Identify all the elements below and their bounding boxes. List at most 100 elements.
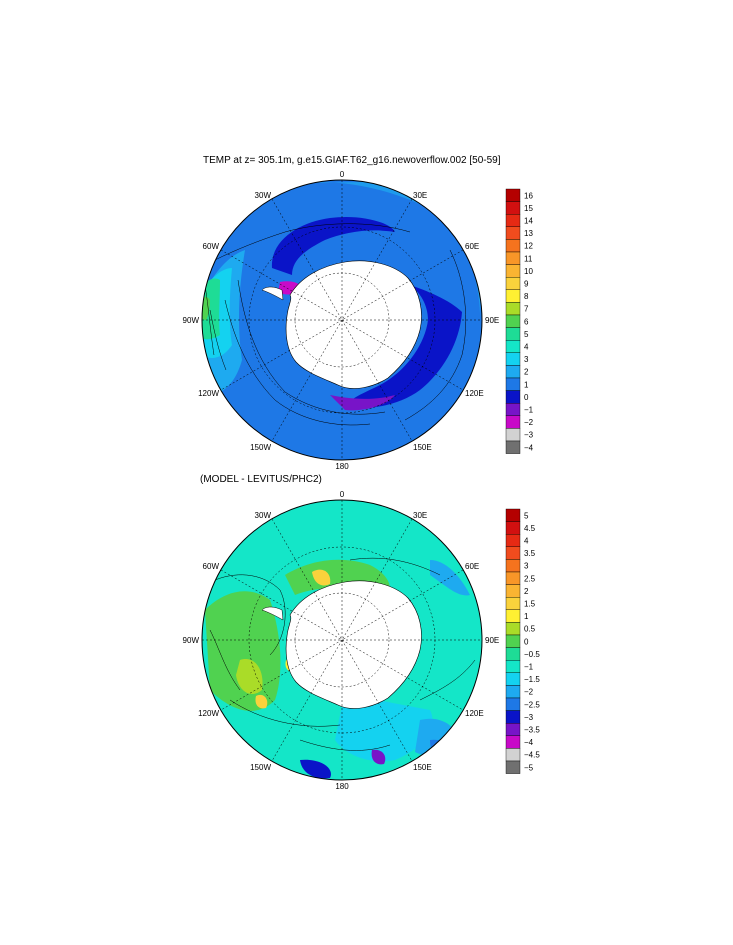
map2-colorbar-label: −3 (524, 713, 534, 722)
map2-colorbar-label: 2.5 (524, 574, 536, 583)
map1-colorbar-label: −1 (524, 406, 534, 415)
map2-patch-cold-2 (371, 749, 386, 765)
map1-band-east (349, 285, 462, 409)
map2-patch-cool-3 (430, 739, 453, 760)
map1-colorbar-label: −2 (524, 418, 534, 427)
map1-colorbar-swatch (505, 264, 521, 278)
map1-colorbar-swatch (505, 327, 521, 341)
map1-colorbar-label: 4 (524, 343, 529, 352)
map2-colorbar-label: 4.5 (524, 524, 536, 533)
map2-colorbar-swatch (505, 723, 521, 737)
map2-patch-warm-3 (255, 694, 268, 709)
map2-colorbar-swatch (505, 748, 521, 762)
map2-colorbar-swatch (505, 685, 521, 699)
map1-peninsula (261, 286, 284, 301)
map1-colorbar-swatch (505, 226, 521, 240)
map2-colorbar-label: 2 (524, 587, 529, 596)
map1-colorbar-label: −4 (524, 443, 534, 452)
map1-lon-120e: 120E (465, 389, 484, 398)
map2-graticule (202, 500, 482, 780)
map2-antarctica (285, 580, 422, 709)
map2-patch-warm-1 (236, 659, 263, 695)
map2-patch-cool-4 (430, 560, 470, 596)
map1-colorbar-label: 11 (524, 254, 533, 263)
map1-band-ross (330, 395, 395, 411)
map2-colorbar-swatch (505, 622, 521, 636)
map1-antarctica (285, 260, 422, 389)
map1-colorbar-swatch (505, 428, 521, 442)
map2-patch-cold-1 (300, 759, 331, 779)
map2-colorbar-swatch (505, 672, 521, 686)
map1-lon-180: 180 (335, 462, 349, 471)
map2-colorbar-swatch (505, 634, 521, 648)
map2-colorbar-label: 1.5 (524, 600, 536, 609)
map1-lon-90e: 90E (485, 316, 499, 325)
map1-colorbar-swatch (505, 251, 521, 265)
map1-frame (201, 179, 483, 461)
map2-colorbar-label: 3 (524, 562, 529, 571)
map2-colorbar-label: 0.5 (524, 625, 536, 634)
map2-colorbar-label: −4 (524, 738, 534, 747)
map2-patch-warm-2 (312, 569, 331, 586)
map1-lon-30w: 30W (255, 191, 272, 200)
map1-colorbar-label: 3 (524, 355, 529, 364)
map1-lon-30e: 30E (413, 191, 427, 200)
map1-colorbar-label: 12 (524, 242, 533, 251)
map2-lon-60e: 60E (465, 562, 479, 571)
map2-colorbar-label: 1 (524, 612, 529, 621)
map2-title: (MODEL - LEVITUS/PHC2) (200, 474, 322, 485)
map2-colorbar-swatch (505, 584, 521, 598)
map2-lon-0: 0 (340, 490, 345, 499)
map2-colorbar: 5 4.5 4 3.5 3 2.5 2 1.5 1 0.5 0 −0.5 −1 −1.5 −2 −2.5 −3 −… (505, 508, 540, 774)
map1-colorbar-swatch (505, 302, 521, 316)
map1-colorbar-label: 7 (524, 305, 529, 314)
map2-colorbar-label: −4.5 (524, 751, 540, 760)
map1-colorbar-swatch (505, 403, 521, 417)
map1-colorbar-label: 9 (524, 280, 529, 289)
map1-lon-150e: 150E (413, 443, 432, 452)
map2-colorbar-swatch (505, 546, 521, 560)
map1-colorbar-label: 2 (524, 368, 529, 377)
map1-colorbar-swatch (505, 415, 521, 429)
map2-lon-60w: 60W (203, 562, 220, 571)
map1-band-weddell (271, 216, 395, 275)
map2-colorbar-label: 4 (524, 537, 529, 546)
map1-title: TEMP at z= 305.1m, g.e15.GIAF.T62_g16.ne… (203, 155, 501, 166)
map2-colorbar-label: −2 (524, 688, 534, 697)
map1-colorbar-label: 6 (524, 317, 529, 326)
map2-lon-90e: 90E (485, 636, 499, 645)
map1-colorbar-swatch (505, 289, 521, 303)
map1-colorbar-swatch (505, 213, 521, 227)
map2-colorbar-label: −5 (524, 763, 534, 772)
map2-colorbar-label: 0 (524, 637, 529, 646)
map2-colorbar-swatch (505, 647, 521, 661)
map1-colorbar-label: 10 (524, 267, 533, 276)
map2-lon-150e: 150E (413, 763, 432, 772)
map1-lon-labels: 0 30E 60E 90E 120E 150E 180 150W 120W 90… (183, 170, 500, 471)
map1-colorbar-swatch (505, 340, 521, 354)
map2-lon-150w: 150W (250, 763, 271, 772)
map2-colorbar-label: −1.5 (524, 675, 540, 684)
map2-frame (201, 499, 483, 781)
map1-colorbar-swatch (505, 188, 521, 202)
map2-colorbar-swatch (505, 534, 521, 548)
map1-colorbar-label: 15 (524, 204, 533, 213)
map1-colorbar-label: 1 (524, 380, 529, 389)
map2-colorbar-swatch (505, 760, 521, 774)
map2-colorbar-label: −3.5 (524, 726, 540, 735)
map2-colorbar-swatch (505, 609, 521, 623)
map2-colorbar-label: −1 (524, 663, 534, 672)
map1-colorbar-swatch (505, 390, 521, 404)
map2-colorbar-swatch (505, 559, 521, 573)
map2-colorbar-swatch (505, 710, 521, 724)
map2-colorbar-label: −2.5 (524, 700, 540, 709)
map1-colorbar-label: −3 (524, 431, 534, 440)
map1-lon-60w: 60W (203, 242, 220, 251)
map2-colorbar-label: 3.5 (524, 549, 536, 558)
map1-colorbar-label: 5 (524, 330, 529, 339)
map1-colorbar-swatch (505, 365, 521, 379)
map2-colorbar-swatch (505, 697, 521, 711)
map2-colorbar-swatch (505, 571, 521, 585)
